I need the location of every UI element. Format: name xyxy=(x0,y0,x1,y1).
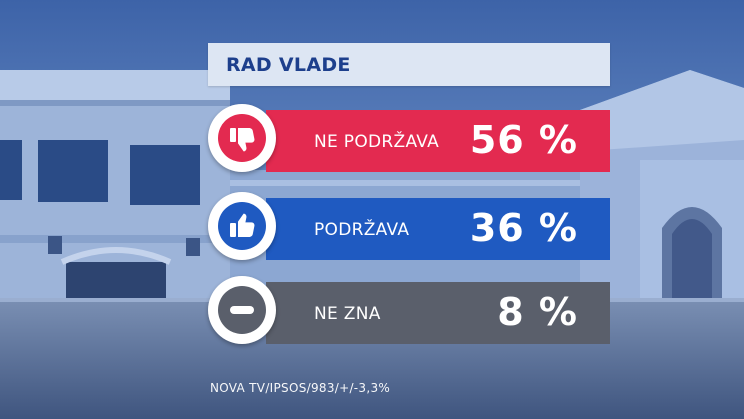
bar-value-label: 56 % xyxy=(469,118,578,162)
chart-title-box: RAD VLADE xyxy=(208,43,610,86)
bar-row: NE ZNA 8 % xyxy=(208,276,610,344)
bar-label: NE ZNA xyxy=(314,304,381,324)
minus-icon xyxy=(218,286,266,334)
bar xyxy=(266,198,610,260)
bar-label: NE PODRŽAVA xyxy=(314,132,440,152)
chart-title: RAD VLADE xyxy=(226,54,351,76)
bar-label: PODRŽAVA xyxy=(314,220,410,240)
icon-badge xyxy=(208,276,276,344)
icon-badge xyxy=(208,104,276,172)
bar xyxy=(266,282,610,344)
bar-value-label: 8 % xyxy=(497,290,578,334)
icon-badge xyxy=(208,192,276,260)
source-note: NOVA TV/IPSOS/983/+/-3,3% xyxy=(210,381,391,395)
bar-row: NE PODRŽAVA 56 % xyxy=(208,104,610,172)
bar-row: PODRŽAVA 36 % xyxy=(208,192,610,260)
thumbs-up-icon xyxy=(218,202,266,250)
bar-value-label: 36 % xyxy=(469,206,578,250)
thumbs-down-icon xyxy=(218,114,266,162)
bar xyxy=(266,110,610,172)
